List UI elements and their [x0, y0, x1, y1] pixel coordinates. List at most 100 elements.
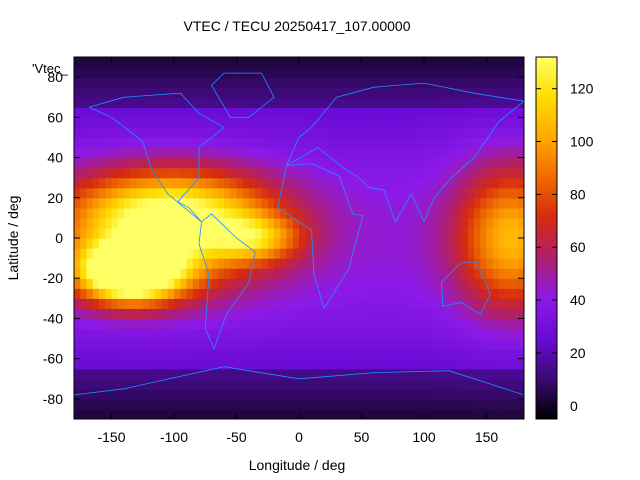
heatmap-cell [324, 258, 331, 269]
heatmap-cell [217, 288, 225, 299]
heatmap-cell [299, 67, 306, 78]
heatmap-cell [242, 107, 250, 118]
heatmap-cell [99, 57, 106, 68]
heatmap-cell [411, 77, 419, 88]
heatmap-cell [480, 157, 488, 169]
heatmap-cell [224, 338, 231, 350]
heatmap-cell [180, 87, 188, 98]
heatmap-cell [261, 227, 269, 239]
heatmap-cell [236, 368, 244, 380]
heatmap-cell [105, 117, 113, 128]
heatmap-cell [192, 87, 200, 98]
heatmap-cell [99, 77, 106, 88]
heatmap-cell [211, 318, 219, 330]
heatmap-cell [467, 107, 475, 118]
heatmap-cell [461, 177, 469, 189]
heatmap-cell [211, 238, 219, 249]
heatmap-cell [442, 238, 450, 249]
heatmap-cell [467, 288, 475, 299]
heatmap-cell [280, 258, 288, 269]
heatmap-cell [261, 167, 269, 179]
heatmap-cell [280, 177, 288, 189]
heatmap-cell [374, 157, 381, 169]
heatmap-cell [330, 268, 338, 279]
heatmap-cell [442, 77, 450, 88]
heatmap-cell [236, 217, 244, 229]
heatmap-cell [361, 207, 369, 219]
heatmap-cell [311, 137, 319, 149]
heatmap-cell [155, 378, 163, 390]
heatmap-cell [167, 338, 175, 350]
heatmap-cell [411, 207, 419, 219]
heatmap-cell [367, 57, 375, 68]
heatmap-cell [211, 127, 219, 139]
heatmap-cell [292, 238, 300, 249]
heatmap-cell [186, 338, 194, 350]
heatmap-cell [405, 67, 413, 78]
heatmap-cell [374, 137, 381, 149]
heatmap-cell [411, 338, 419, 350]
heatmap-cell [505, 348, 513, 360]
heatmap-cell [130, 258, 138, 269]
heatmap-cell [236, 288, 244, 299]
heatmap-cell [274, 388, 281, 400]
heatmap-cell [374, 388, 381, 400]
heatmap-cell [249, 278, 256, 289]
heatmap-cell [180, 157, 188, 169]
heatmap-cell [136, 97, 144, 108]
heatmap-cell [192, 268, 200, 279]
heatmap-cell [299, 207, 306, 219]
heatmap-cell [286, 378, 294, 390]
heatmap-cell [124, 157, 131, 169]
heatmap-cell [380, 137, 388, 149]
heatmap-cell [74, 97, 81, 108]
heatmap-cell [74, 238, 81, 249]
heatmap-cell [161, 248, 169, 259]
heatmap-cell [80, 87, 88, 98]
heatmap-cell [505, 147, 513, 159]
heatmap-cell [205, 258, 213, 269]
heatmap-cell [499, 358, 506, 370]
heatmap-cell [480, 378, 488, 390]
heatmap-cell [217, 177, 225, 189]
heatmap-cell [149, 248, 156, 259]
heatmap-cell [299, 157, 306, 169]
heatmap-cell [161, 268, 169, 279]
heatmap-cell [242, 388, 250, 400]
heatmap-cell [186, 378, 194, 390]
heatmap-cell [299, 238, 306, 249]
heatmap-cell [374, 187, 381, 199]
heatmap-cell [424, 268, 431, 279]
heatmap-cell [480, 67, 488, 78]
heatmap-cell [411, 318, 419, 330]
heatmap-cell [299, 117, 306, 128]
heatmap-cell [149, 328, 156, 340]
heatmap-cell [136, 408, 144, 419]
heatmap-cell [167, 157, 175, 169]
heatmap-cell [455, 398, 463, 410]
heatmap-cell [274, 378, 281, 390]
heatmap-cell [411, 348, 419, 360]
heatmap-cell [355, 57, 363, 68]
heatmap-cell [374, 227, 381, 239]
heatmap-cell [336, 157, 344, 169]
heatmap-cell [80, 268, 88, 279]
heatmap-cell [149, 117, 156, 128]
heatmap-cell [292, 177, 300, 189]
heatmap-cell [474, 268, 481, 279]
heatmap-cell [136, 157, 144, 169]
x-tick-label: 100 [412, 429, 436, 445]
heatmap-cell [361, 388, 369, 400]
heatmap-cell [167, 107, 175, 118]
heatmap-cell [392, 368, 400, 380]
heatmap-cell [380, 57, 388, 68]
heatmap-cell [242, 238, 250, 249]
heatmap-cell [461, 318, 469, 330]
heatmap-cell [292, 308, 300, 320]
heatmap-cell [517, 217, 524, 229]
heatmap-cell [317, 187, 325, 199]
x-tick-label: 150 [475, 429, 499, 445]
heatmap-cell [336, 117, 344, 128]
heatmap-cell [217, 398, 225, 410]
heatmap-cell [255, 288, 263, 299]
